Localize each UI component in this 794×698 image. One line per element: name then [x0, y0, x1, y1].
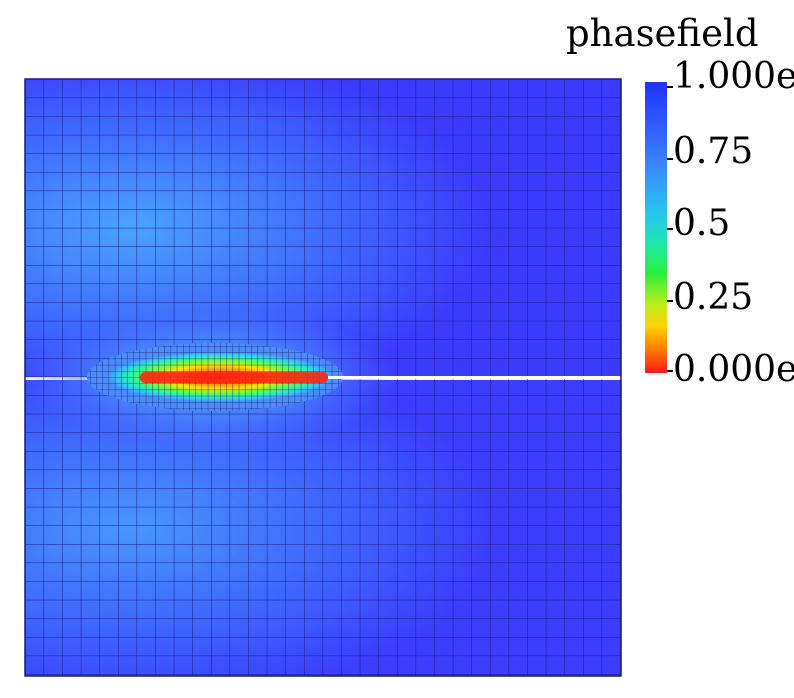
notch: [328, 376, 621, 379]
colorbar-label-05: 0.5: [673, 203, 731, 244]
crack-core: [140, 372, 328, 383]
colorbar-label-max: 1.000e: [673, 56, 794, 97]
colorbar-tick: [667, 300, 673, 302]
colorbar-tick: [667, 370, 673, 372]
colorbar-label-025: 0.25: [673, 277, 754, 318]
colorbar-tick: [667, 228, 673, 230]
colorbar-tick: [667, 86, 673, 88]
colorbar-label-075: 0.75: [673, 131, 754, 172]
colorbar-label-min: 0.000e: [673, 349, 794, 390]
legend-title: phasefield: [566, 12, 759, 55]
colorbar: [645, 82, 667, 373]
colorbar-tick: [667, 158, 673, 160]
